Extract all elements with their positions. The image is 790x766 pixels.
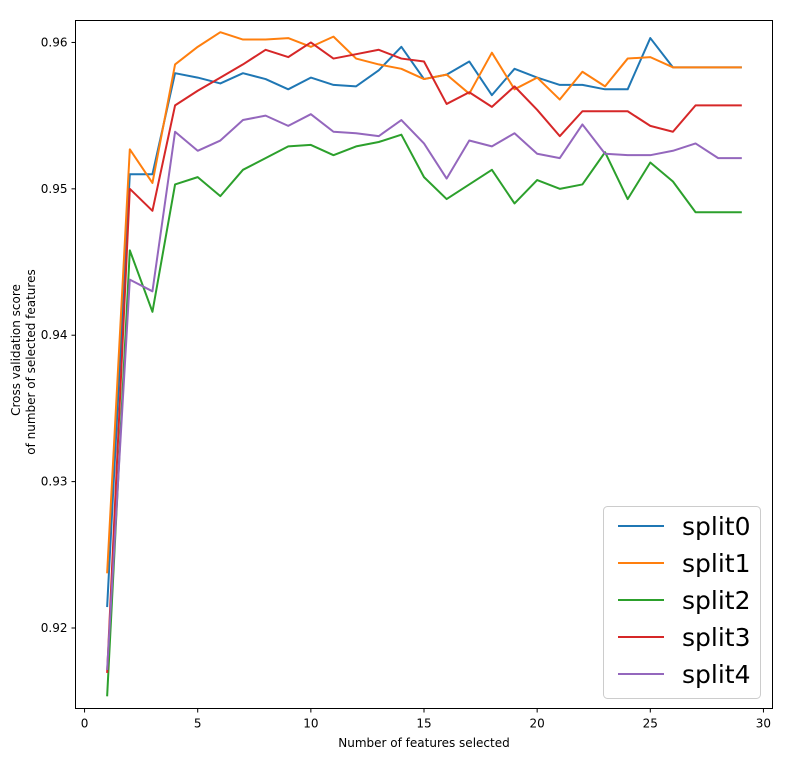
plot-lines	[106, 31, 742, 697]
x-tick-label: 15	[416, 717, 431, 731]
y-tick-label: 0.95	[41, 182, 68, 196]
x-tick-label: 0	[81, 717, 89, 731]
x-axis-label: Number of features selected	[338, 736, 509, 750]
y-axis-label-line-1: Cross validation score	[9, 284, 23, 416]
x-tick-label: 30	[756, 717, 771, 731]
x-tick-label: 5	[194, 717, 202, 731]
series-line-split4	[106, 113, 742, 671]
legend-label-split0: split0	[682, 512, 751, 541]
legend-box	[603, 506, 761, 699]
y-tick-label: 0.96	[41, 35, 68, 49]
series-line-split3	[106, 41, 742, 673]
x-tick-label: 20	[530, 717, 545, 731]
x-tick-label: 10	[303, 717, 318, 731]
x-tick-label: 25	[643, 717, 658, 731]
x-axis-ticks: 0 5 10 15 20 25 30	[81, 708, 771, 731]
legend-label-split1: split1	[682, 549, 751, 578]
legend-label-split3: split3	[682, 623, 751, 652]
y-axis-ticks: 0.92 0.93 0.94 0.95 0.96	[41, 35, 76, 635]
y-tick-label: 0.94	[41, 328, 68, 342]
y-tick-label: 0.93	[41, 475, 68, 489]
y-axis-label-line-2: of number of selected features	[24, 269, 38, 454]
legend-label-split4: split4	[682, 660, 751, 689]
legend-label-split2: split2	[682, 586, 751, 615]
series-line-split2	[106, 133, 742, 697]
series-line-split1	[106, 31, 742, 574]
y-tick-label: 0.92	[41, 621, 68, 635]
legend: split0 split1 split2 split3 split4	[603, 506, 761, 699]
